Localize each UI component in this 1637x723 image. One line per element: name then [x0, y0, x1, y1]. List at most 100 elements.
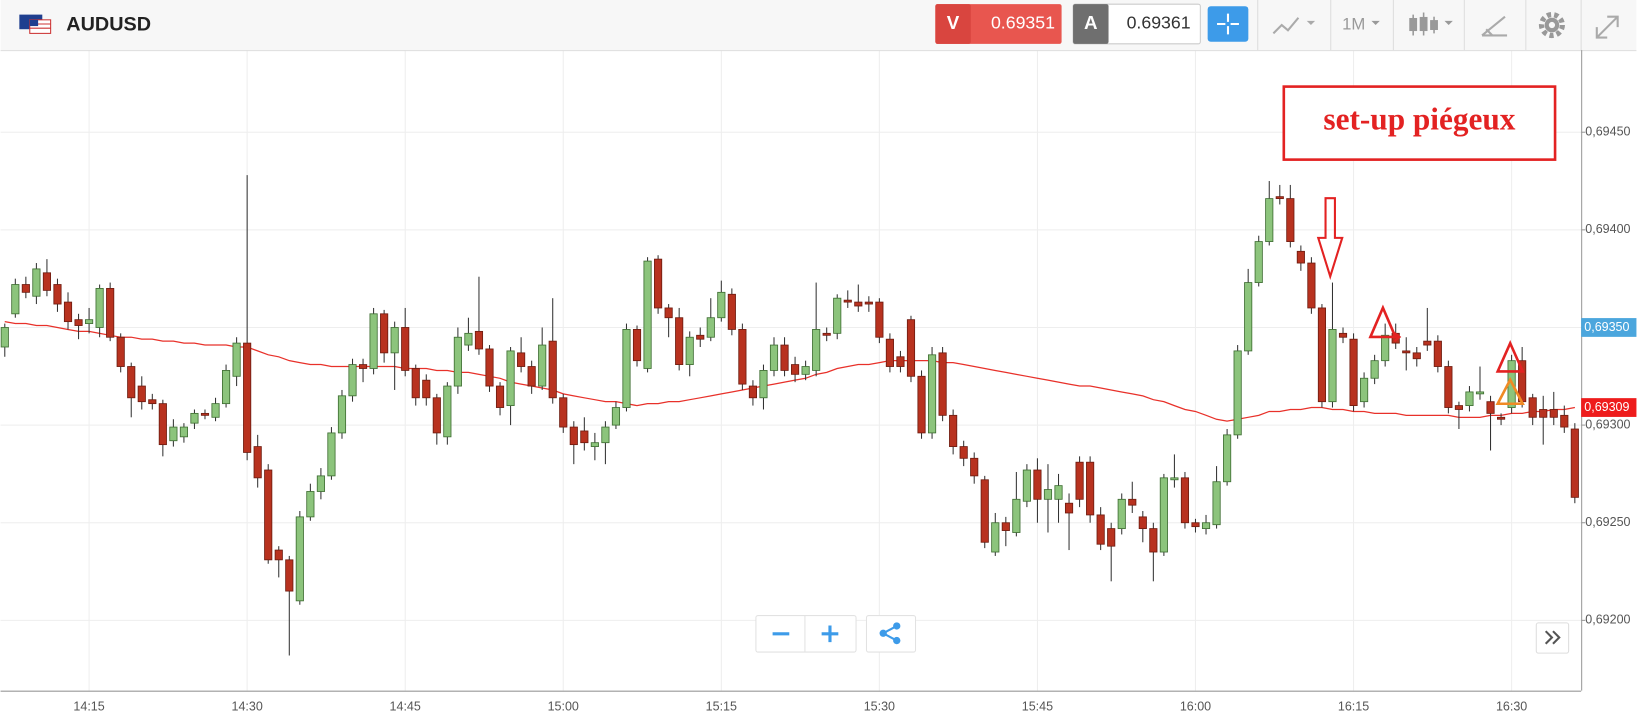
toolbar-separators	[1257, 0, 1582, 51]
candle	[1159, 473, 1168, 556]
crosshair-button[interactable]	[1207, 6, 1249, 42]
candle-body	[42, 272, 52, 291]
candle-body	[517, 352, 526, 367]
candle	[991, 512, 1000, 556]
candle	[1191, 518, 1200, 533]
candle	[158, 399, 167, 457]
candle-body	[1022, 469, 1031, 502]
candle	[632, 325, 642, 367]
candle-body	[85, 319, 94, 324]
candle-body	[1296, 250, 1305, 264]
candle	[1317, 304, 1327, 408]
candle	[517, 337, 526, 373]
candle-body	[453, 336, 462, 387]
candle	[422, 374, 431, 406]
candle	[1433, 335, 1442, 373]
candle	[1075, 456, 1084, 508]
candle-body	[32, 268, 41, 297]
timeframe-button[interactable]: 1M	[1342, 14, 1380, 33]
candle-body	[906, 319, 916, 377]
triangle-marker	[1495, 376, 1525, 406]
candle-body	[200, 412, 210, 416]
candle	[253, 434, 262, 488]
candle-body	[1570, 428, 1579, 498]
candle	[1560, 405, 1569, 433]
candle-body	[696, 334, 705, 340]
candle	[1307, 257, 1316, 314]
candle-body	[380, 313, 389, 354]
candle	[643, 257, 652, 373]
candle	[843, 290, 852, 308]
candle	[1001, 516, 1010, 547]
candle	[1054, 473, 1063, 523]
candle-body	[1338, 332, 1348, 338]
buy-price: 0.69361	[1127, 13, 1191, 33]
candle-body	[369, 313, 378, 369]
candle-body	[1117, 498, 1126, 530]
candle-body	[243, 342, 252, 453]
candle	[759, 364, 768, 410]
candle-body	[1265, 198, 1274, 242]
settings-button[interactable]	[1538, 11, 1565, 39]
share-button[interactable]	[865, 615, 917, 653]
candle-body	[991, 522, 1000, 553]
candle	[1033, 458, 1042, 523]
candle-body	[1497, 416, 1506, 420]
candle-body	[11, 284, 20, 315]
candle-body	[791, 364, 800, 375]
candle-body	[127, 366, 136, 399]
indicator-button[interactable]	[1272, 17, 1316, 35]
candle-body	[464, 332, 473, 346]
candle-body	[21, 284, 30, 293]
candle-body	[1223, 434, 1232, 483]
chart-type-button[interactable]	[1409, 12, 1453, 36]
candle-body	[1349, 338, 1358, 406]
candle-body	[1170, 477, 1179, 481]
candle-body	[1064, 502, 1074, 514]
draw-button[interactable]	[1481, 15, 1508, 37]
candle	[401, 307, 410, 377]
candle	[864, 296, 873, 312]
toolbar	[0, 0, 1637, 51]
candle-body	[285, 559, 294, 592]
candle-body	[1107, 528, 1116, 547]
candle	[1475, 366, 1485, 400]
fullscreen-button[interactable]	[1595, 15, 1619, 39]
sell-button[interactable]: V 0.69351	[935, 4, 1062, 44]
triangle-marker	[1495, 340, 1525, 373]
candle-body	[643, 260, 652, 369]
candle	[812, 282, 821, 377]
candle-body	[158, 403, 167, 446]
candle	[1338, 327, 1348, 344]
candle	[232, 337, 241, 387]
candle	[411, 364, 420, 406]
flag	[19, 14, 52, 34]
candle-body	[970, 457, 979, 477]
candle-body	[506, 350, 515, 406]
scroll-right-button[interactable]	[1535, 622, 1570, 654]
candle	[801, 360, 810, 381]
candle	[1444, 360, 1453, 414]
candle-body	[390, 327, 399, 354]
candle	[548, 298, 557, 404]
candle-body	[738, 329, 747, 385]
candle	[833, 294, 842, 340]
candle-body	[295, 516, 304, 602]
candle-body	[843, 299, 852, 303]
candle-body	[801, 366, 810, 375]
candle	[285, 555, 294, 656]
buy-button[interactable]: A 0.69361	[1072, 3, 1201, 45]
candle-body	[179, 426, 188, 438]
candle	[264, 464, 273, 564]
candle	[748, 380, 757, 406]
candle-body	[548, 340, 557, 399]
candle	[95, 284, 104, 338]
candle	[696, 327, 705, 348]
zoom-in-button[interactable]	[821, 625, 839, 643]
candle	[611, 401, 621, 430]
candle-body	[1370, 360, 1379, 379]
candle-body	[1244, 282, 1253, 352]
candle-body	[632, 329, 642, 362]
candle-body	[1180, 477, 1190, 524]
